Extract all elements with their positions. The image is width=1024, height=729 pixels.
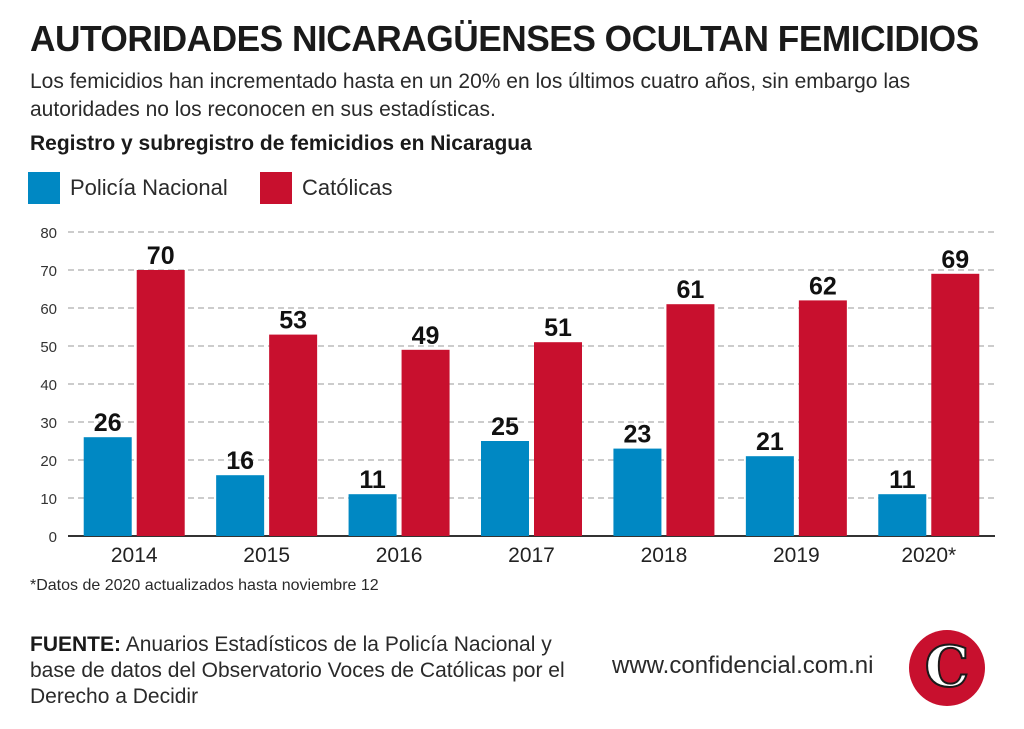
data-label: 51 xyxy=(544,314,572,342)
data-label: 62 xyxy=(809,272,837,300)
page-subtitle: Los femicidios han incrementado hasta en… xyxy=(30,70,911,121)
x-tick-label: 2015 xyxy=(243,544,290,567)
source-label: FUENTE: xyxy=(30,633,121,656)
y-tick-label: 60 xyxy=(40,301,57,318)
bar-police xyxy=(348,494,397,536)
data-label: 16 xyxy=(226,447,254,475)
x-tick-label: 2014 xyxy=(111,544,158,567)
y-tick-label: 20 xyxy=(40,453,57,470)
y-tick-label: 30 xyxy=(40,415,57,432)
data-label: 11 xyxy=(889,466,916,494)
legend-label-police: Policía Nacional xyxy=(70,175,228,200)
chart-title: Registro y subregistro de femicidios en … xyxy=(30,132,532,155)
source-credit: FUENTE: Anuarios Estadísticos de la Poli… xyxy=(30,632,570,710)
bar-catholic xyxy=(798,300,847,536)
data-label: 21 xyxy=(756,428,784,456)
bar-chart: 0 10 20 30 40 50 60 70 80 26 70 2014 16 53 2015 11 49 201… xyxy=(40,225,995,567)
data-label: 23 xyxy=(624,421,652,449)
bar-catholic xyxy=(269,334,318,536)
data-label: 26 xyxy=(94,409,122,437)
data-label: 25 xyxy=(491,413,519,441)
legend-swatch-police xyxy=(28,172,60,204)
data-label: 49 xyxy=(412,322,440,350)
y-tick-label: 70 xyxy=(40,263,57,280)
bar-police xyxy=(613,448,662,536)
bar-catholic xyxy=(136,270,185,536)
page-title: AUTORIDADES NICARAGÜENSES OCULTAN FEMICI… xyxy=(30,18,979,59)
data-label: 70 xyxy=(147,242,175,270)
x-tick-label: 2020* xyxy=(901,544,956,567)
legend-swatch-catholic xyxy=(260,172,292,204)
source-text: Anuarios Estadísticos de la Policía Naci… xyxy=(30,633,565,708)
x-tick-label: 2016 xyxy=(376,544,423,567)
website-url: www.confidencial.com.ni xyxy=(612,652,874,679)
y-tick-label: 40 xyxy=(40,377,57,394)
bar-police xyxy=(481,441,529,536)
data-label: 61 xyxy=(677,276,705,304)
legend-label-catholic: Católicas xyxy=(302,175,393,200)
confidencial-logo: C xyxy=(909,630,985,706)
bar-catholic xyxy=(534,342,582,536)
bar-police xyxy=(878,494,927,536)
data-label: 53 xyxy=(279,307,307,335)
bar-catholic xyxy=(401,349,450,536)
bar-catholic xyxy=(931,273,980,536)
bar-police xyxy=(83,437,132,536)
data-label: 11 xyxy=(359,466,386,494)
chart-footnote: *Datos de 2020 actualizados hasta noviem… xyxy=(30,577,379,594)
bar-police xyxy=(216,475,265,536)
y-tick-label: 10 xyxy=(40,491,57,508)
data-label: 69 xyxy=(941,246,969,274)
x-tick-label: 2017 xyxy=(508,544,555,567)
logo-letter: C xyxy=(925,634,970,700)
bar-catholic xyxy=(666,304,715,536)
y-tick-label: 50 xyxy=(40,339,57,356)
y-tick-label: 80 xyxy=(40,225,57,242)
y-tick-label: 0 xyxy=(49,529,57,546)
x-tick-label: 2018 xyxy=(641,544,688,567)
x-tick-label: 2019 xyxy=(773,544,820,567)
bar-police xyxy=(745,456,794,536)
